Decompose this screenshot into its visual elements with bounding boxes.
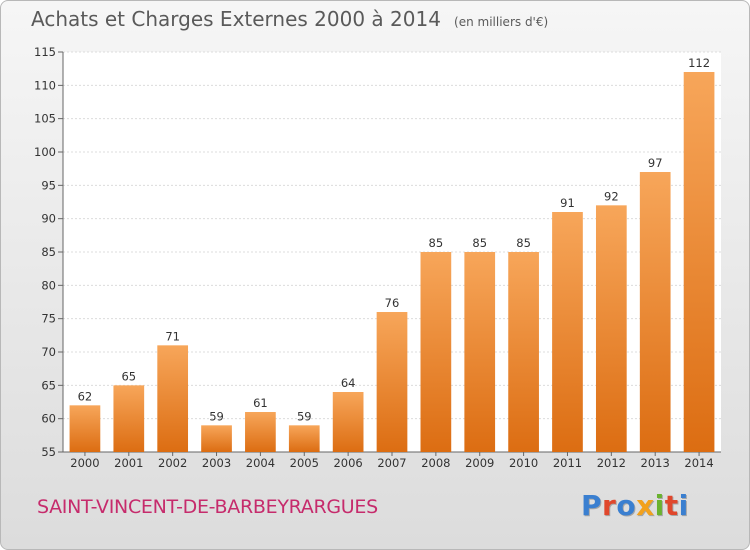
bar-2001 [113,385,145,452]
x-tick-label-2010: 2010 [509,456,538,470]
value-label-2008: 85 [429,236,444,250]
value-label-2003: 59 [209,409,224,423]
x-tick-label-2002: 2002 [158,456,187,470]
y-tick-label: 105 [34,112,56,126]
value-label-2010: 85 [516,236,531,250]
x-tick-label-2008: 2008 [421,456,450,470]
bar-2008 [420,252,452,452]
chart-subtitle: (en milliers d'€) [454,15,549,29]
bar-2014 [683,72,715,452]
x-tick-label-2004: 2004 [246,456,275,470]
commune-name: SAINT-VINCENT-DE-BARBEYRARGUES [37,496,378,518]
x-tick-label-2014: 2014 [684,456,713,470]
value-label-2014: 112 [688,56,710,70]
brand-letter: o [616,489,637,522]
bars [69,72,715,452]
y-tick-label: 110 [34,78,56,92]
x-tick-label-2012: 2012 [597,456,626,470]
x-tick-label-2006: 2006 [333,456,362,470]
bar-2002 [157,345,189,452]
value-label-2001: 65 [121,369,136,383]
y-tick-label: 90 [41,212,56,226]
bar-2007 [376,312,408,452]
brand-letter: t [664,489,679,522]
y-tick-label: 60 [41,412,56,426]
y-tick-label: 115 [34,45,56,59]
bar-2000 [69,405,101,452]
brand-letter: i [654,489,665,522]
x-tick-label-2000: 2000 [70,456,99,470]
bar-2010 [508,252,539,452]
brand-letter: i [678,489,689,522]
value-label-2009: 85 [472,236,487,250]
x-tick-label-2007: 2007 [377,456,406,470]
value-label-2004: 61 [253,396,268,410]
y-tick-label: 55 [41,445,56,459]
y-tick-label: 95 [41,178,56,192]
bar-2003 [201,425,232,452]
labels: 55 60 65 70 75 80 85 90 95 100 105 110 115 62 2000 65 20… [34,45,714,470]
y-tick-label: 70 [41,345,56,359]
x-tick-label-2009: 2009 [465,456,494,470]
brand-letter: x [636,489,655,522]
value-label-2011: 91 [560,196,575,210]
bar-2009 [464,252,496,452]
brand-logo: Proxiti [581,489,689,522]
value-label-2012: 92 [604,189,619,203]
bar-2013 [639,172,671,452]
y-tick-label: 75 [41,312,56,326]
y-tick-label: 100 [34,145,56,159]
title-row: Achats et Charges Externes 2000 à 2014 (… [31,7,548,31]
value-label-2000: 62 [78,389,93,403]
x-tick-label-2013: 2013 [641,456,670,470]
value-label-2002: 71 [165,329,180,343]
x-tick-label-2005: 2005 [290,456,319,470]
chart-title: Achats et Charges Externes 2000 à 2014 [31,7,441,31]
bar-2005 [288,425,320,452]
brand-letter: P [581,489,603,522]
y-tick-label: 65 [41,378,56,392]
value-label-2005: 59 [297,409,312,423]
bar-2006 [332,392,364,452]
value-label-2007: 76 [385,296,400,310]
x-tick-label-2003: 2003 [202,456,231,470]
value-label-2013: 97 [648,156,663,170]
value-label-2006: 64 [341,376,356,390]
x-tick-label-2011: 2011 [553,456,582,470]
y-tick-label: 80 [41,278,56,292]
y-tick-label: 85 [41,245,56,259]
bar-2004 [245,412,276,452]
bar-2011 [552,212,583,452]
brand-letter: r [602,489,617,522]
x-tick-label-2001: 2001 [114,456,143,470]
bar-2012 [595,205,627,452]
